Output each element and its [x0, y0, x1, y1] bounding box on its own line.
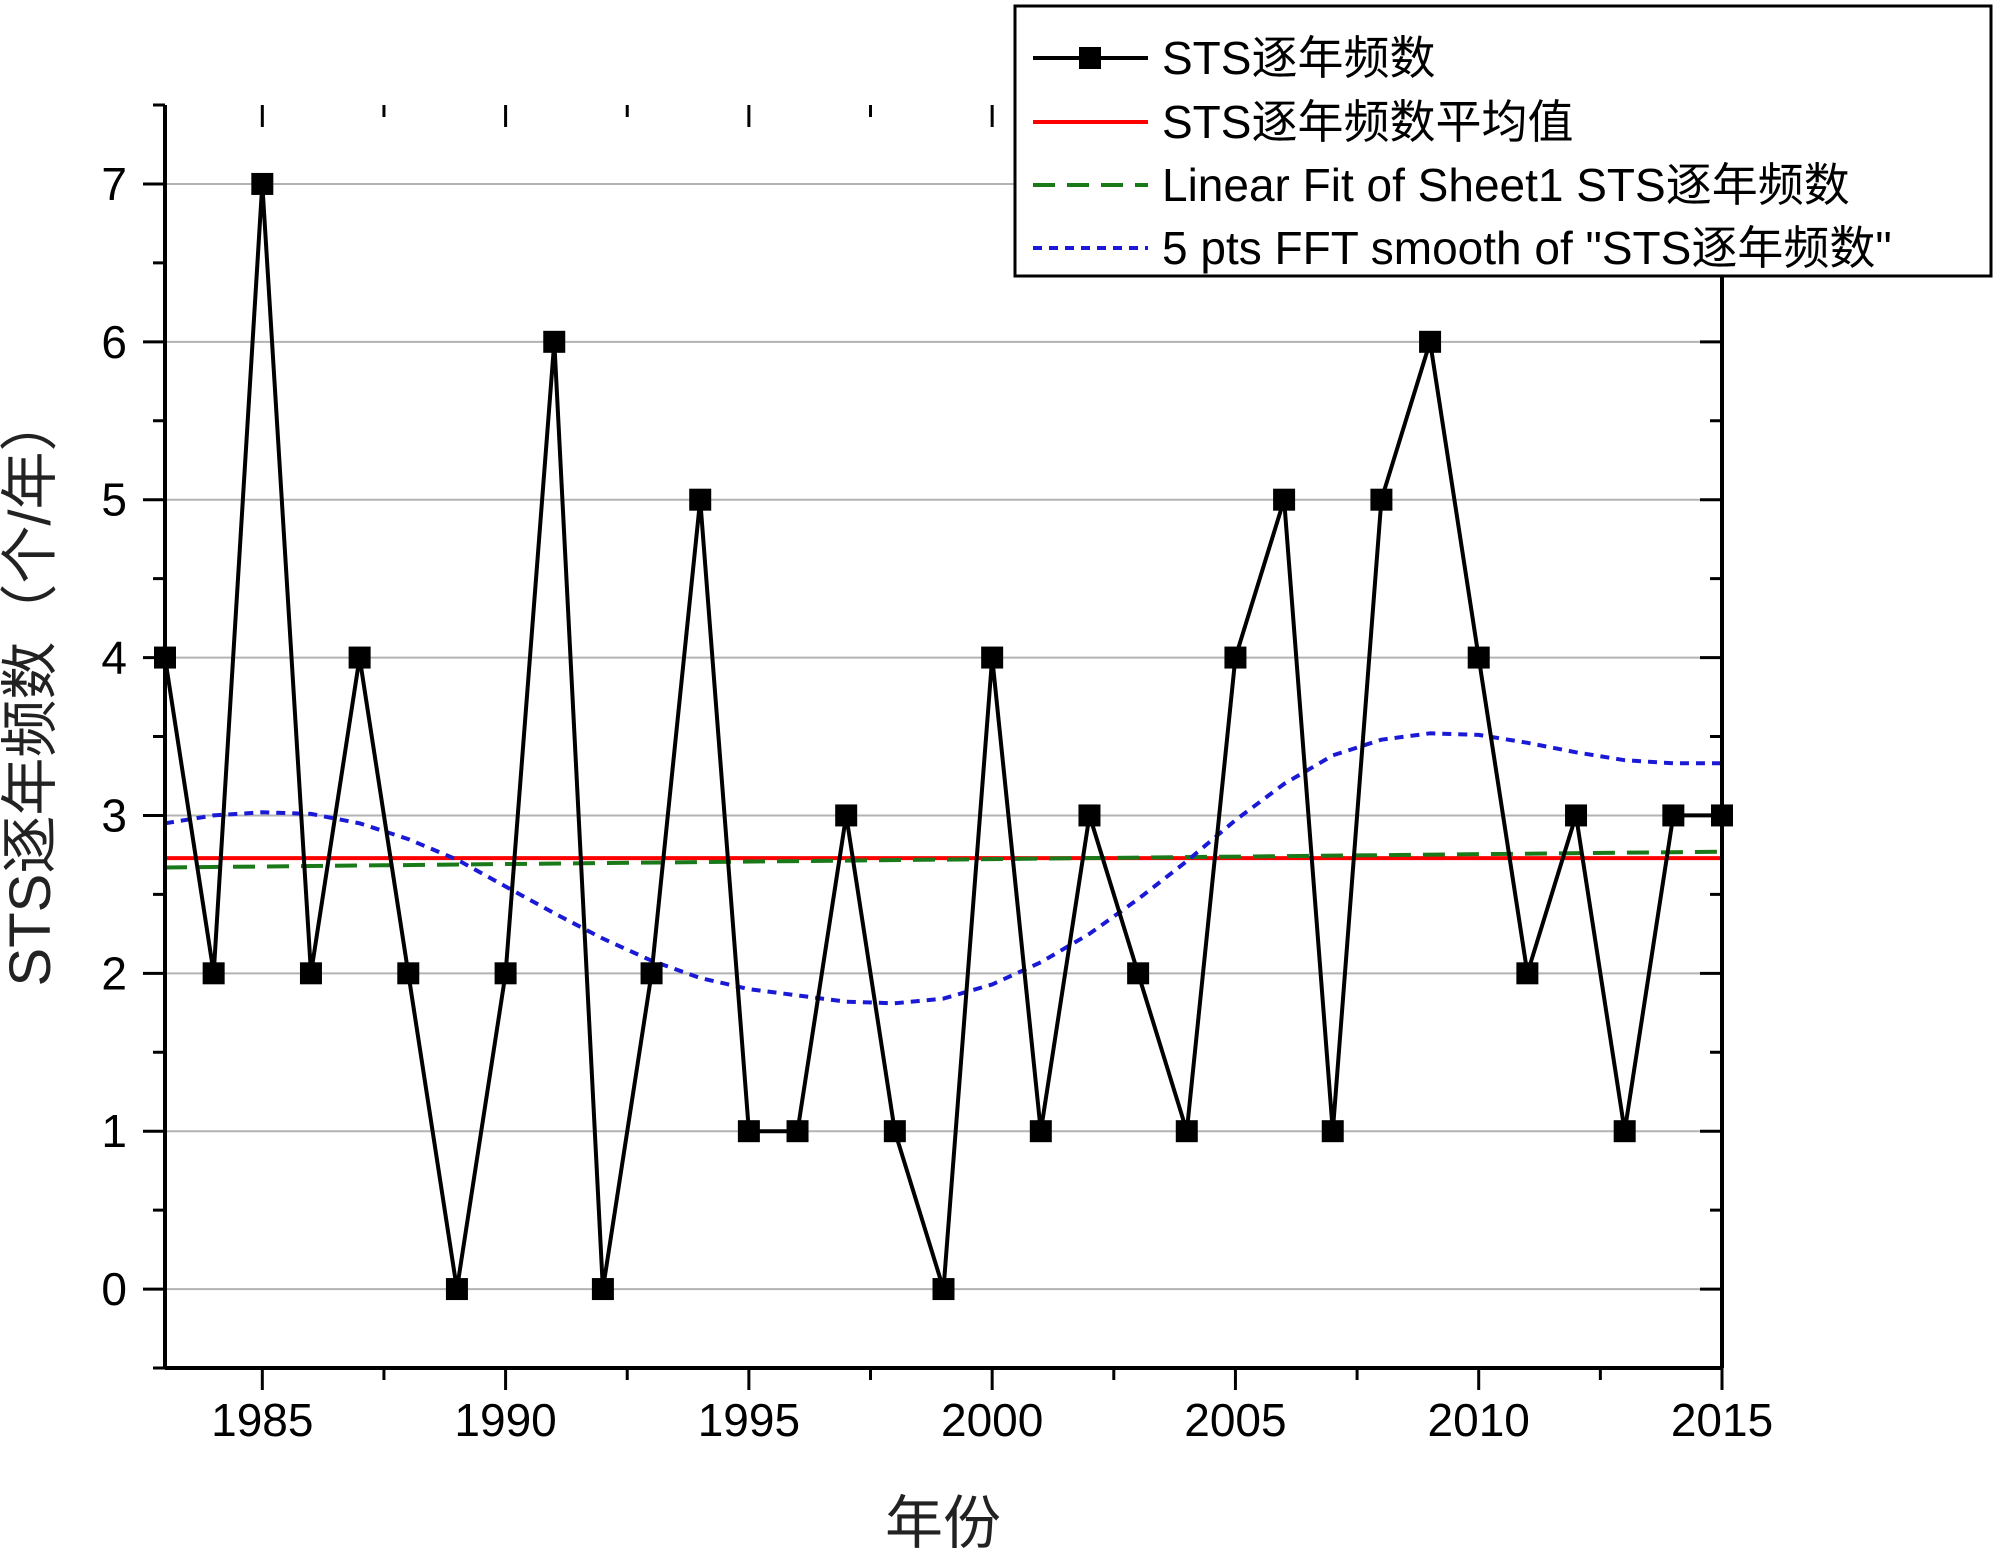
data-point-2012 [1565, 804, 1588, 827]
legend-label-2: Linear Fit of Sheet1 STS逐年频数 [1162, 159, 1850, 211]
data-point-2010 [1467, 646, 1490, 669]
data-point-2014 [1662, 804, 1685, 827]
series-layer [154, 172, 1733, 1301]
data-point-1987 [348, 646, 371, 669]
data-point-2005 [1224, 646, 1247, 669]
tick-labels: 0 1 2 3 4 5 6 7 1985 1990 1995 2000 2005 2010 2015 [101, 158, 1773, 1446]
data-point-1995 [737, 1120, 760, 1143]
data-point-1986 [299, 962, 322, 985]
x-tick-label-1985: 1985 [211, 1394, 313, 1446]
data-point-1992 [591, 1278, 614, 1301]
data-point-2009 [1419, 330, 1442, 353]
series-line-3 [164, 731, 1722, 1006]
legend-label-3: 5 pts FFT smooth of "STS逐年频数" [1162, 222, 1892, 274]
grid-lines [165, 182, 1722, 1291]
data-point-2001 [1029, 1120, 1052, 1143]
data-point-1994 [689, 488, 712, 511]
y-axis-title: STS逐年频数（个/年） [0, 394, 63, 987]
data-point-1988 [397, 962, 420, 985]
y-tick-label-7: 7 [101, 158, 127, 210]
y-tick-label-3: 3 [101, 789, 127, 841]
data-point-1996 [786, 1120, 809, 1143]
data-point-2006 [1273, 488, 1296, 511]
data-point-1989 [445, 1278, 468, 1301]
data-point-1991 [543, 330, 566, 353]
legend-marker-0 [1079, 47, 1101, 69]
data-point-1993 [640, 962, 663, 985]
x-tick-label-1995: 1995 [698, 1394, 800, 1446]
series-line-2 [164, 849, 1723, 870]
legend-label-0: STS逐年频数 [1162, 32, 1435, 84]
data-point-2011 [1516, 962, 1539, 985]
data-point-1990 [494, 962, 517, 985]
y-tick-label-6: 6 [101, 316, 127, 368]
x-axis-title: 年份 [885, 1491, 1001, 1556]
data-point-1999 [932, 1278, 955, 1301]
y-tick-label-1: 1 [101, 1105, 127, 1157]
series-line-0 [163, 181, 1722, 1292]
x-tick-label-1990: 1990 [454, 1394, 556, 1446]
data-point-2002 [1078, 804, 1101, 827]
x-tick-label-2015: 2015 [1671, 1394, 1773, 1446]
data-point-1985 [251, 172, 274, 195]
y-tick-label-5: 5 [101, 474, 127, 526]
data-point-2008 [1370, 488, 1393, 511]
x-tick-label-2000: 2000 [941, 1394, 1043, 1446]
x-tick-label-2005: 2005 [1184, 1394, 1286, 1446]
data-point-2004 [1175, 1120, 1198, 1143]
data-point-2013 [1613, 1120, 1636, 1143]
data-point-1997 [835, 804, 858, 827]
data-point-2000 [981, 646, 1004, 669]
legend-box [1013, 4, 1993, 278]
data-point-2007 [1321, 1120, 1344, 1143]
data-point-1984 [202, 962, 225, 985]
y-tick-label-4: 4 [101, 632, 127, 684]
y-tick-label-2: 2 [101, 947, 127, 999]
legend: STS逐年频数 STS逐年频数平均值 Linear Fit of Sheet1 ST… [1013, 4, 1993, 278]
x-tick-label-2010: 2010 [1428, 1394, 1530, 1446]
data-point-2003 [1127, 962, 1150, 985]
y-tick-label-0: 0 [101, 1263, 127, 1315]
axes [143, 103, 1724, 1390]
data-point-1998 [883, 1120, 906, 1143]
legend-label-1: STS逐年频数平均值 [1162, 96, 1573, 148]
